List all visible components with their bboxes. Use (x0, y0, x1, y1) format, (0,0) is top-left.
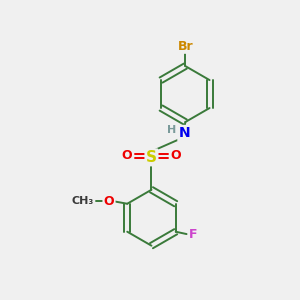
Text: O: O (104, 195, 114, 208)
Text: N: N (178, 126, 190, 140)
Text: O: O (122, 149, 132, 162)
Text: CH₃: CH₃ (72, 196, 94, 206)
Text: O: O (171, 149, 181, 162)
Text: F: F (189, 228, 198, 241)
Text: H: H (167, 125, 176, 135)
Text: S: S (146, 150, 157, 165)
Text: Br: Br (178, 40, 194, 52)
